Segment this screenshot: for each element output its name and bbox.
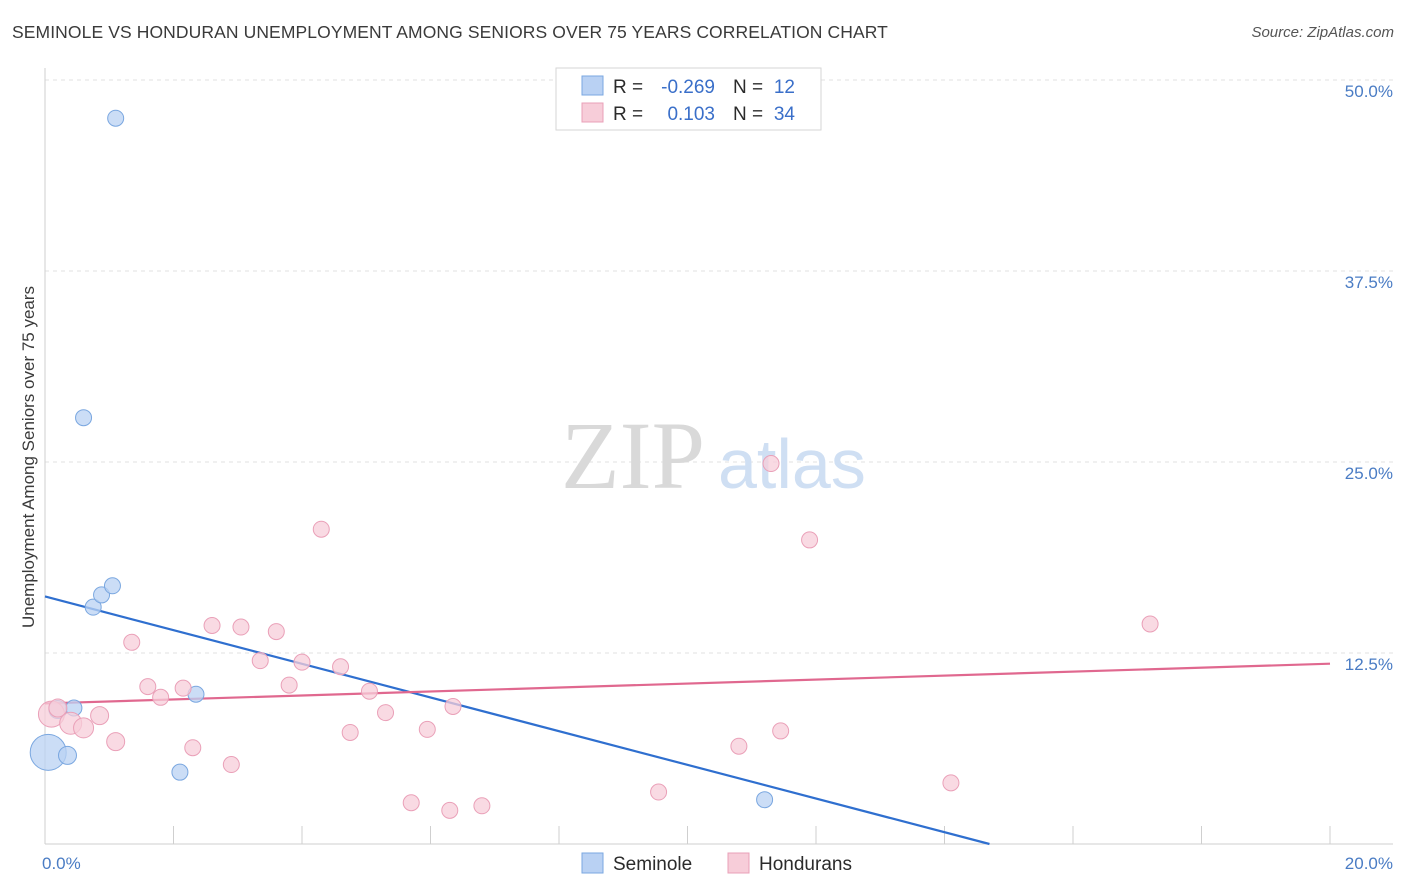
hondurans-point-33 xyxy=(942,774,960,792)
seminole-n-value: 12 xyxy=(774,77,795,98)
stats-legend: R = -0.269 N = 12 R = 0.103 N = 34 xyxy=(555,67,822,131)
seminole-point-9 xyxy=(171,763,189,781)
chart-title: SEMINOLE VS HONDURAN UNEMPLOYMENT AMONG … xyxy=(12,22,888,42)
hondurans-point-3 xyxy=(73,717,95,739)
trend-lines xyxy=(44,595,1331,846)
hondurans-point-24 xyxy=(418,720,436,738)
y-tick-label-0: 12.5% xyxy=(1345,655,1393,674)
x-tick-label-0: 0.0% xyxy=(42,854,81,873)
hondurans-point-13 xyxy=(232,618,250,636)
y-axis-label: Unemployment Among Seniors over 75 years xyxy=(19,286,38,628)
hondurans-point-8 xyxy=(152,688,170,706)
hondurans-point-5 xyxy=(106,732,126,752)
hondurans-point-25 xyxy=(441,801,459,819)
seminole-r-value: -0.269 xyxy=(661,77,715,98)
hondurans-n-label: N = xyxy=(733,104,763,125)
hondurans-point-17 xyxy=(293,653,311,671)
hondurans-series-swatch xyxy=(727,852,750,874)
hondurans-point-12 xyxy=(222,756,240,774)
hondurans-point-32 xyxy=(801,531,819,549)
seminole-r-label: R = xyxy=(613,77,643,98)
data-points xyxy=(29,109,1159,819)
hondurans-point-23 xyxy=(402,794,420,812)
hondurans-n-value: 34 xyxy=(774,104,796,125)
hondurans-point-26 xyxy=(444,697,462,715)
x-tick-label-1: 20.0% xyxy=(1345,854,1393,873)
seminole-point-5 xyxy=(84,598,102,616)
hondurans-point-31 xyxy=(772,722,790,740)
hondurans-r-label: R = xyxy=(613,104,643,125)
hondurans-point-10 xyxy=(184,739,202,757)
hondurans-point-21 xyxy=(360,682,378,700)
hondurans-point-20 xyxy=(341,723,359,741)
hondurans-legend-swatch xyxy=(581,102,604,123)
seminole-n-label: N = xyxy=(733,77,763,98)
hondurans-point-19 xyxy=(332,658,350,676)
y-tick-label-3: 50.0% xyxy=(1345,82,1393,101)
seminole-point-11 xyxy=(756,791,774,809)
hondurans-point-28 xyxy=(650,783,668,801)
seminole-point-2 xyxy=(57,745,77,765)
hondurans-point-6 xyxy=(123,633,141,651)
x-tick-labels: 0.0% 20.0% xyxy=(42,854,1393,873)
hondurans-point-11 xyxy=(203,616,221,634)
y-tick-labels: 12.5% 25.0% 37.5% 50.0% xyxy=(1345,82,1393,674)
seminole-point-8 xyxy=(107,109,125,127)
hondurans-point-9 xyxy=(174,679,192,697)
seminole-series-label: Seminole xyxy=(613,854,692,875)
hondurans-point-1 xyxy=(48,698,68,718)
y-tick-label-1: 25.0% xyxy=(1345,464,1393,483)
hondurans-point-27 xyxy=(473,797,491,815)
hondurans-point-15 xyxy=(267,623,285,641)
hondurans-point-7 xyxy=(139,678,157,696)
hondurans-trend-line xyxy=(44,662,1331,705)
seminole-point-6 xyxy=(93,586,111,604)
watermark-atlas: atlas xyxy=(718,425,866,503)
hondurans-series-label: Hondurans xyxy=(759,854,852,875)
hondurans-point-4 xyxy=(90,706,110,726)
hondurans-point-16 xyxy=(280,676,298,694)
seminole-point-7 xyxy=(103,577,121,595)
hondurans-point-34 xyxy=(1141,615,1159,633)
seminole-point-4 xyxy=(75,409,93,427)
seminole-legend-swatch xyxy=(581,75,604,96)
source-credit: Source: ZipAtlas.com xyxy=(1251,24,1394,41)
series-legend: Seminole Hondurans xyxy=(581,852,852,875)
seminole-series-swatch xyxy=(581,852,604,874)
grid-lines xyxy=(45,79,1393,654)
seminole-trend-line xyxy=(44,595,990,846)
watermark-zip: ZIP xyxy=(561,402,705,509)
hondurans-point-22 xyxy=(377,704,395,722)
hondurans-point-18 xyxy=(312,520,330,538)
watermark: ZIP atlas xyxy=(561,402,866,509)
y-tick-label-2: 37.5% xyxy=(1345,273,1393,292)
hondurans-r-value: 0.103 xyxy=(667,104,715,125)
hondurans-point-29 xyxy=(730,737,748,755)
hondurans-point-14 xyxy=(251,652,269,670)
hondurans-point-30 xyxy=(762,455,780,473)
